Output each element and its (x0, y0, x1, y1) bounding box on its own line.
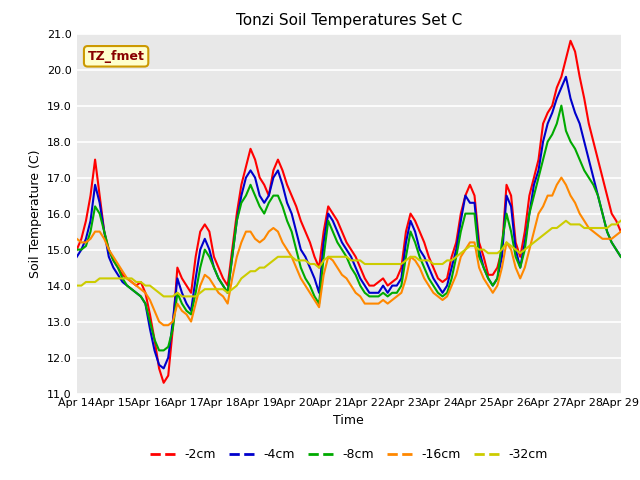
X-axis label: Time: Time (333, 414, 364, 427)
Y-axis label: Soil Temperature (C): Soil Temperature (C) (29, 149, 42, 278)
Text: TZ_fmet: TZ_fmet (88, 50, 145, 63)
Legend: -2cm, -4cm, -8cm, -16cm, -32cm: -2cm, -4cm, -8cm, -16cm, -32cm (145, 443, 553, 466)
Title: Tonzi Soil Temperatures Set C: Tonzi Soil Temperatures Set C (236, 13, 462, 28)
